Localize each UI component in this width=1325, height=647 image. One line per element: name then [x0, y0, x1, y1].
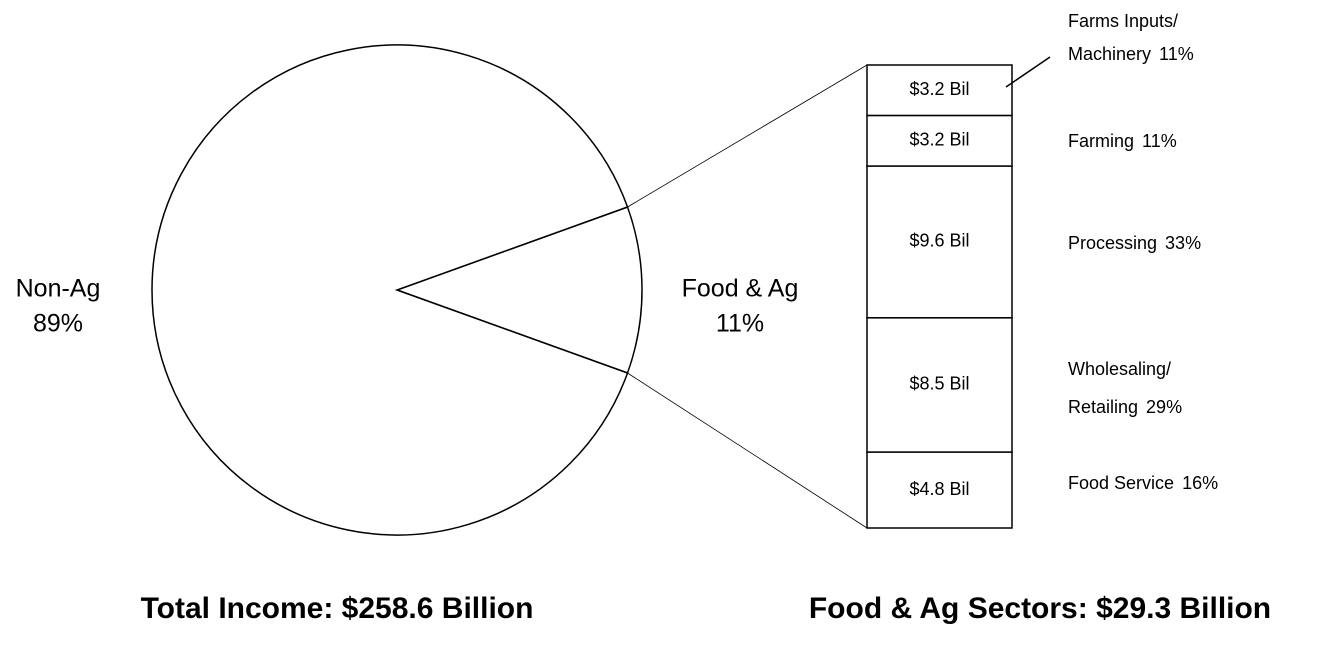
segment-value-label: $4.8 Bil	[909, 479, 969, 499]
segment-category-label: Food Service	[1068, 473, 1174, 493]
bar-segment	[866, 64, 1013, 117]
segment-value-label: $3.2 Bil	[909, 130, 969, 150]
segment-share-label: 16%	[1182, 473, 1218, 493]
segment-category-label: Processing	[1068, 233, 1157, 253]
segment-share-label: 33%	[1165, 233, 1201, 253]
pie-slice	[151, 44, 629, 536]
leader-line	[1005, 56, 1051, 88]
bar-segment	[866, 451, 1013, 529]
segment-value-label: $9.6 Bil	[909, 231, 969, 251]
segment-value-label: $8.5 Bil	[909, 374, 969, 394]
segment-category-label: Farms Inputs/	[1068, 11, 1178, 31]
pie-category-label: Food & Ag	[682, 275, 799, 303]
segment-share-label: 11%	[1142, 131, 1177, 151]
connector-line	[627, 372, 868, 529]
segment-category-label: Farming	[1068, 131, 1134, 151]
segment-category-label: Retailing	[1068, 397, 1138, 417]
segment-category-label: Machinery	[1068, 44, 1151, 64]
segment-value-label: $3.2 Bil	[909, 79, 969, 99]
pie-category-label: Non-Ag	[16, 275, 101, 303]
segment-share-label: 29%	[1146, 397, 1182, 417]
bar-title: Food & Ag Sectors: $29.3 Billion	[809, 592, 1271, 625]
pie-slice	[394, 206, 643, 374]
connector-line	[627, 64, 868, 208]
segment-share-label: 11%	[1159, 44, 1194, 64]
bar-segment	[866, 114, 1013, 167]
segment-category-label: Wholesaling/	[1068, 359, 1171, 379]
pie-value-label: 11%	[716, 310, 764, 338]
pie-value-label: 89%	[33, 310, 83, 338]
pie-title: Total Income: $258.6 Billion	[141, 592, 534, 625]
